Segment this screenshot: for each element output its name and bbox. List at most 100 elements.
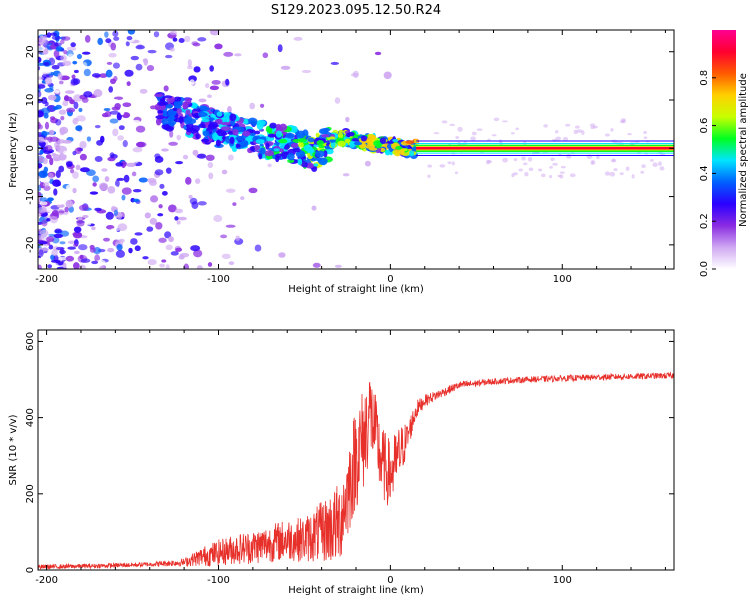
spectrogram-noise-cell <box>101 112 109 118</box>
spectrogram-noise-cell <box>64 206 69 213</box>
y-tick-label: -10 <box>25 188 36 204</box>
spectrogram-noise-cell <box>169 30 178 36</box>
spectrogram-noise-cell <box>75 164 81 171</box>
spectrogram-signal-cell <box>303 144 313 152</box>
spectrogram-noise-cell <box>604 133 610 137</box>
spectrogram-noise-cell <box>157 213 164 217</box>
spectrogram-noise-cell <box>98 182 109 191</box>
spectrogram-noise-cell <box>158 204 163 209</box>
spectrogram-signal-cell <box>253 144 261 151</box>
spectrogram-noise-cell <box>334 97 341 104</box>
spectrogram-signal-cell <box>399 148 405 156</box>
spectrogram-noise-cell <box>383 71 392 80</box>
spectrogram-noise-cell <box>122 140 128 148</box>
x-tick-label: 100 <box>553 575 572 586</box>
spectrogram-noise-cell <box>51 249 58 257</box>
spectrogram-noise-cell <box>117 223 128 232</box>
spectrogram-noise-cell <box>38 213 41 217</box>
spectrogram-noise-cell <box>59 241 66 245</box>
x-tick-label: -100 <box>207 274 230 285</box>
spectrogram-signal-cell <box>154 93 163 98</box>
spectrogram-noise-cell <box>107 247 115 253</box>
spectrogram-noise-cell <box>207 262 213 267</box>
spectrogram-noise-cell <box>109 118 119 124</box>
spectrogram-noise-cell <box>38 84 46 89</box>
spectrogram-signal-cell <box>256 121 264 130</box>
spectrogram-noise-cell <box>41 219 48 227</box>
spectrogram-noise-cell <box>138 177 148 183</box>
spectrogram-noise-cell <box>109 99 120 104</box>
spectrogram-noise-cell <box>113 96 124 101</box>
spectrogram-noise-cell <box>144 212 151 219</box>
spectrogram-noise-cell <box>659 166 665 171</box>
spectrogram-noise-cell <box>241 187 248 195</box>
spectrogram-noise-cell <box>200 91 205 100</box>
spectrogram-noise-cell <box>126 35 133 41</box>
spectrogram-signal-cell <box>157 109 164 114</box>
spectrogram-noise-cell <box>72 150 77 156</box>
spectrogram-noise-cell <box>150 195 159 203</box>
spectrogram-signal-cell <box>163 95 173 99</box>
y-tick-label: 400 <box>25 408 36 427</box>
x-tick-label: 0 <box>387 575 393 586</box>
spectrogram-noise-cell <box>620 118 627 122</box>
spectrogram-noise-cell <box>142 256 149 260</box>
spectrogram-noise-cell <box>154 169 164 176</box>
spectrogram-noise-cell <box>198 98 207 103</box>
spectrogram-noise-cell <box>427 164 433 168</box>
spectrogram-noise-cell <box>116 243 123 251</box>
spectrogram-noise-cell <box>610 127 614 132</box>
spectrogram-noise-cell <box>38 184 42 192</box>
spectrogram-signal-cell <box>322 127 330 133</box>
spectrogram-signal-cell <box>360 135 368 142</box>
spectrogram-signal-cell <box>198 123 206 128</box>
spectrogram-signal-cell <box>295 150 306 158</box>
spectrogram-noise-cell <box>169 47 176 52</box>
spectrogram-noise-cell <box>65 161 73 167</box>
spectrogram-signal-cell <box>176 108 182 114</box>
spectrogram-noise-cell <box>40 201 48 206</box>
spectrogram-noise-cell <box>72 78 81 85</box>
spectrogram-signal-cell <box>249 132 256 137</box>
spectrogram-noise-cell <box>121 187 132 195</box>
spectrogram-signal-cell <box>265 142 270 150</box>
spectrogram-noise-cell <box>228 261 235 266</box>
spectrogram-noise-cell <box>108 86 114 93</box>
spectrogram-noise-cell <box>48 244 54 250</box>
spectrogram-noise-cell <box>38 241 48 245</box>
spectrogram-noise-cell <box>168 236 174 243</box>
spectrogram-noise-cell <box>611 158 616 162</box>
spectrogram-signal-cell <box>260 136 265 140</box>
spectrogram-noise-cell <box>194 178 201 184</box>
spectrogram-noise-cell <box>81 51 91 55</box>
spectrogram-signal-cell <box>200 138 210 143</box>
spectrogram-signal-cell <box>165 104 173 109</box>
spectrogram-signal-cell <box>368 147 378 151</box>
spectrogram-noise-cell <box>454 171 459 175</box>
spectrogram-noise-cell <box>135 125 146 133</box>
spectrogram-noise-cell <box>115 249 125 258</box>
spectrogram-signal-cell <box>387 140 394 144</box>
spectrogram-signal-cell <box>173 100 182 107</box>
spectrogram-noise-cell <box>58 165 65 173</box>
spectrogram-noise-cell <box>223 51 234 57</box>
spectrogram-noise-cell <box>331 187 337 194</box>
spectrogram-noise-cell <box>42 182 50 187</box>
spectrogram-noise-cell <box>53 188 58 196</box>
spectrogram-noise-cell <box>200 171 206 176</box>
spectrogram-signal-cell <box>329 136 336 140</box>
spectrogram-noise-cell <box>106 61 113 65</box>
spectrogram-noise-cell <box>548 175 553 179</box>
spectrogram-noise-cell <box>537 168 543 172</box>
spectrogram-noise-cell <box>53 141 61 149</box>
spectrogram-signal-cell <box>216 111 223 117</box>
spectrogram-noise-cell <box>50 262 59 268</box>
spectrogram-noise-cell <box>168 141 178 146</box>
spectrogram-noise-cell <box>158 237 167 243</box>
spectrogram-noise-cell <box>76 53 83 60</box>
spectrogram-ylabel: Frequency (Hz) <box>8 112 19 188</box>
spectrogram-noise-cell <box>541 173 546 178</box>
spectrogram-noise-cell <box>83 68 91 77</box>
spectrogram-signal-cell <box>231 147 237 153</box>
